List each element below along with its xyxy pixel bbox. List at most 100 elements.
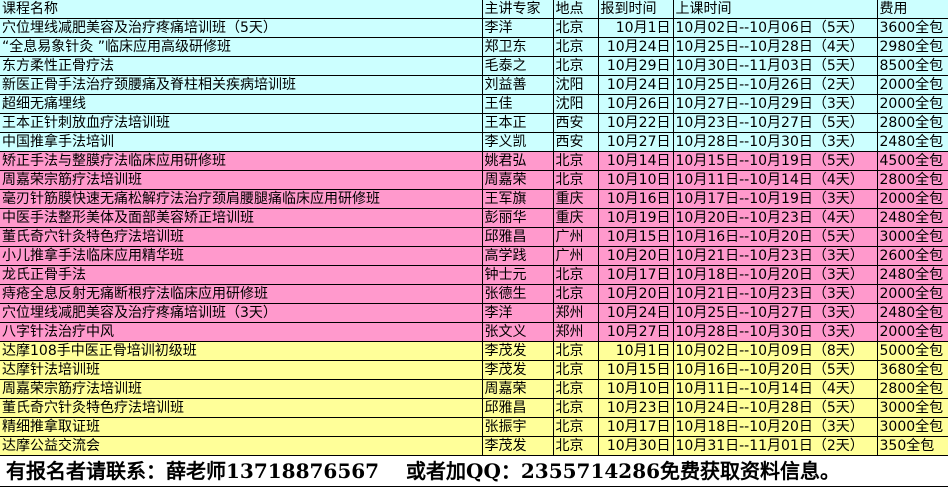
cell-schedule: 10月25日--10月27日（3天）	[672, 303, 877, 323]
cell-schedule: 10月20日--10月23日（4天）	[672, 208, 877, 228]
cell-checkin-date: 10月14日	[597, 151, 673, 171]
cell-expert: 邱雅昌	[481, 227, 553, 247]
cell-checkin-date: 10月24日	[597, 75, 673, 95]
cell-schedule: 10月11日--10月14日（4天）	[672, 379, 877, 399]
cell-checkin-date: 10月19日	[597, 208, 673, 228]
header-course-name: 课程名称	[0, 0, 482, 19]
cell-location: 北京	[552, 436, 598, 456]
cell-schedule: 10月16日--10月20日（5天）	[672, 227, 877, 247]
cell-expert: 邱雅昌	[481, 398, 553, 418]
cell-schedule: 10月24日--10月28日（5天）	[672, 398, 877, 418]
cell-expert: 毛泰之	[481, 56, 553, 76]
cell-expert: 刘益善	[481, 75, 553, 95]
cell-checkin-date: 10月1日	[597, 341, 673, 361]
cell-fee: 5000全包	[876, 341, 948, 361]
table-row: 穴位埋线减肥美容及治疗疼痛培训班（5天） 李洋 北京 10月1日 10月02日--10月…	[0, 18, 948, 38]
cell-checkin-date: 10月27日	[597, 132, 673, 152]
cell-fee: 3600全包	[876, 18, 948, 38]
cell-course-name: 周嘉荣宗筋疗法培训班	[0, 379, 482, 399]
cell-fee: 3680全包	[876, 360, 948, 380]
cell-location: 沈阳	[552, 75, 598, 95]
cell-schedule: 10月18日--10月20日（3天）	[672, 265, 877, 285]
cell-schedule: 10月30日--11月03日（5天）	[672, 56, 877, 76]
table-row: 中国推拿手法培训 李义凯 西安 10月27日 10月28日--10月30日（3天） 248…	[0, 132, 948, 152]
cell-expert: 郑卫东	[481, 37, 553, 57]
cell-checkin-date: 10月10日	[597, 379, 673, 399]
cell-course-name: 矫正手法与整膜疗法临床应用研修班	[0, 151, 482, 171]
cell-expert: 张德生	[481, 284, 553, 304]
cell-fee: 3000全包	[876, 398, 948, 418]
cell-checkin-date: 10月27日	[597, 322, 673, 342]
cell-schedule: 10月11日--10月14日（4天）	[672, 170, 877, 190]
cell-course-name: 精细推拿取证班	[0, 417, 482, 437]
cell-schedule: 10月18日--10月20日（3天）	[672, 417, 877, 437]
cell-fee: 350全包	[876, 436, 948, 456]
cell-checkin-date: 10月16日	[597, 189, 673, 209]
cell-expert: 姚君弘	[481, 151, 553, 171]
cell-checkin-date: 10月17日	[597, 417, 673, 437]
cell-fee: 2980全包	[876, 37, 948, 57]
cell-location: 北京	[552, 417, 598, 437]
cell-fee: 2000全包	[876, 189, 948, 209]
cell-checkin-date: 10月20日	[597, 246, 673, 266]
cell-course-name: 八字针法治疗中风	[0, 322, 482, 342]
table-row: 穴位埋线减肥美容及治疗疼痛培训班（3天） 李洋 郑州 10月24日 10月25日--10…	[0, 303, 948, 323]
cell-schedule: 10月17日--10月19日（3天）	[672, 189, 877, 209]
cell-schedule: 10月27日--10月29日（3天）	[672, 94, 877, 114]
cell-schedule: 10月21日--10月23日（3天）	[672, 284, 877, 304]
cell-schedule: 10月25日--10月26日（2天）	[672, 75, 877, 95]
cell-fee: 2480全包	[876, 132, 948, 152]
cell-expert: 彭丽华	[481, 208, 553, 228]
cell-fee: 2480全包	[876, 303, 948, 323]
cell-course-name: 龙氏正骨手法	[0, 265, 482, 285]
cell-fee: 2600全包	[876, 246, 948, 266]
cell-fee: 2800全包	[876, 379, 948, 399]
cell-location: 北京	[552, 398, 598, 418]
cell-checkin-date: 10月20日	[597, 284, 673, 304]
cell-checkin-date: 10月26日	[597, 94, 673, 114]
cell-schedule: 10月31日--11月01日（2天）	[672, 436, 877, 456]
cell-location: 重庆	[552, 208, 598, 228]
cell-fee: 2800全包	[876, 170, 948, 190]
cell-checkin-date: 10月15日	[597, 360, 673, 380]
course-table: 课程名称 主讲专家 地点 报到时间 上课时间 费用 穴位埋线减肥美容及治疗疼痛培…	[0, 0, 948, 456]
header-row: 课程名称 主讲专家 地点 报到时间 上课时间 费用	[0, 0, 948, 19]
table-row: 达摩公益交流会 李茂发 北京 10月30日 10月31日--11月01日（2天） 350全…	[0, 436, 948, 456]
cell-course-name: 中医手法整形美体及面部美容矫正培训班	[0, 208, 482, 228]
table-row: 精细推拿取证班 张振宇 北京 10月17日 10月18日--10月20日（3天） 3000…	[0, 417, 948, 437]
cell-schedule: 10月28日--10月30日（3天）	[672, 322, 877, 342]
table-row: 痔疮全息反射无痛断根疗法临床应用研修班 张德生 北京 10月20日 10月21日--10…	[0, 284, 948, 304]
cell-expert: 张振宇	[481, 417, 553, 437]
cell-location: 沈阳	[552, 94, 598, 114]
cell-fee: 2000全包	[876, 322, 948, 342]
cell-course-name: 董氏奇穴针灸特色疗法培训班	[0, 227, 482, 247]
cell-location: 北京	[552, 151, 598, 171]
table-row: 周嘉荣宗筋疗法培训班 周嘉荣 北京 10月10日 10月11日--10月14日（4天） 2…	[0, 379, 948, 399]
cell-checkin-date: 10月23日	[597, 398, 673, 418]
cell-course-name: 毫刃针筋膜快速无痛松解疗法治疗颈肩腰腿痛临床应用研修班	[0, 189, 482, 209]
cell-expert: 李洋	[481, 18, 553, 38]
cell-expert: 李洋	[481, 303, 553, 323]
cell-checkin-date: 10月10日	[597, 170, 673, 190]
cell-fee: 2480全包	[876, 265, 948, 285]
header-checkin: 报到时间	[597, 0, 673, 19]
table-row: 龙氏正骨手法 钟士元 北京 10月17日 10月18日--10月20日（3天） 2480全…	[0, 265, 948, 285]
cell-schedule: 10月15日--10月19日（5天）	[672, 151, 877, 171]
table-row: 新医正骨手法治疗颈腰痛及脊柱相关疾病培训班 刘益善 沈阳 10月24日 10月25日--…	[0, 75, 948, 95]
cell-location: 北京	[552, 18, 598, 38]
table-row: 董氏奇穴针灸特色疗法培训班 邱雅昌 广州 10月15日 10月16日--10月20日（5…	[0, 227, 948, 247]
table-row: 达摩针法培训班 李茂发 北京 10月15日 10月16日--10月20日（5天） 3680…	[0, 360, 948, 380]
header-fee: 费用	[876, 0, 948, 19]
cell-checkin-date: 10月29日	[597, 56, 673, 76]
cell-checkin-date: 10月22日	[597, 113, 673, 133]
cell-location: 北京	[552, 37, 598, 57]
table-row: 达摩108手中医正骨培训初级班 李茂发 北京 10月1日 10月02日--10月09日（…	[0, 341, 948, 361]
cell-location: 广州	[552, 227, 598, 247]
cell-location: 西安	[552, 113, 598, 133]
cell-fee: 3000全包	[876, 227, 948, 247]
cell-expert: 王佳	[481, 94, 553, 114]
cell-course-name: 新医正骨手法治疗颈腰痛及脊柱相关疾病培训班	[0, 75, 482, 95]
cell-checkin-date: 10月24日	[597, 303, 673, 323]
cell-location: 北京	[552, 284, 598, 304]
cell-expert: 李茂发	[481, 360, 553, 380]
